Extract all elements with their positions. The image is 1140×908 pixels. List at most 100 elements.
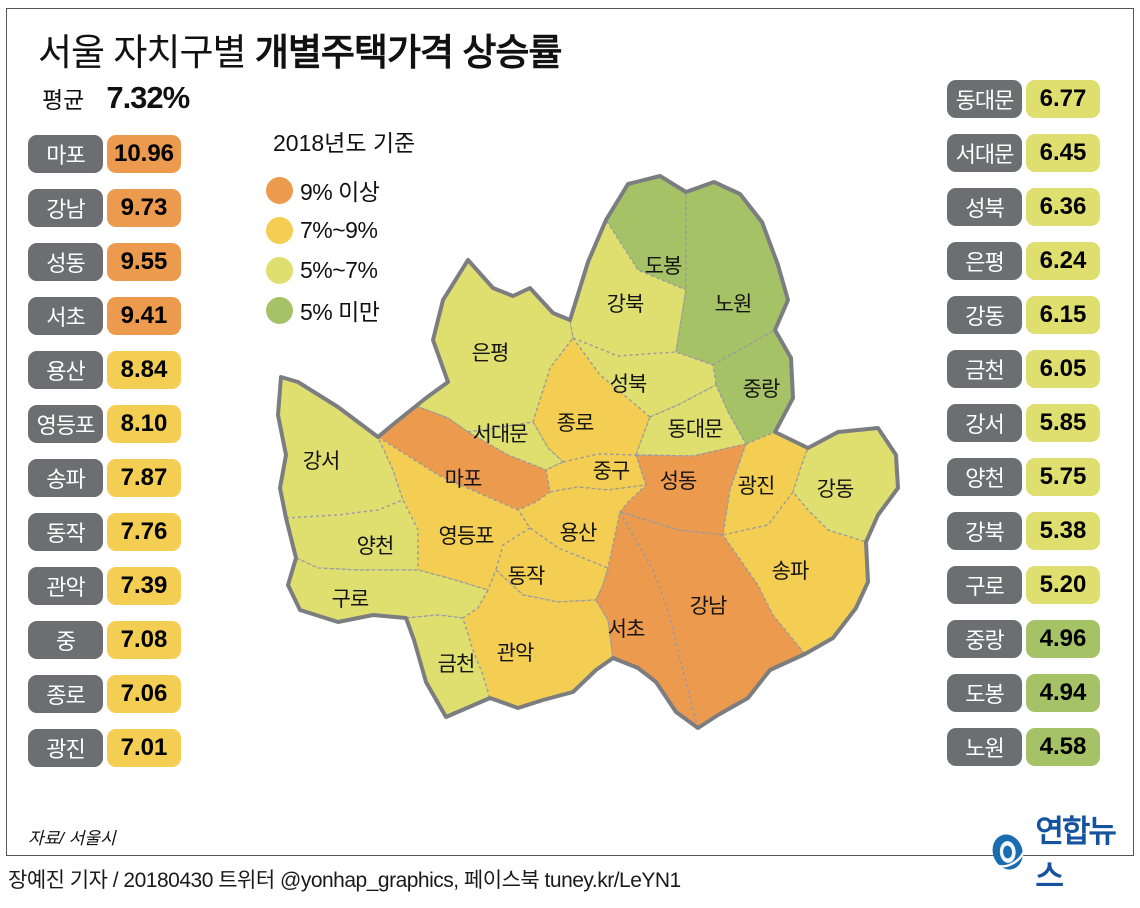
credit-line: 장예진 기자 / 20180430 트위터 @yonhap_graphics, … (8, 869, 681, 892)
district-row: 성북 6.36 (947, 188, 1100, 226)
map-district-label: 강동 (817, 478, 854, 501)
legend-item-label: 5% 미만 (300, 299, 380, 325)
district-row: 종로 7.06 (28, 675, 181, 713)
map-district-label: 송파 (772, 560, 809, 583)
district-value-badge: 7.06 (107, 675, 181, 713)
district-value-badge: 6.24 (1026, 242, 1100, 280)
district-value-badge: 7.39 (107, 567, 181, 605)
district-name-badge: 종로 (28, 675, 103, 713)
map-district-label: 강북 (607, 293, 644, 316)
district-value-badge: 9.55 (107, 243, 181, 281)
district-name-badge: 도봉 (947, 674, 1022, 712)
legend-item: 5% 미만 (266, 290, 415, 330)
map-district-label: 광진 (738, 475, 775, 498)
map-district-label: 구로 (332, 588, 369, 611)
map-district-label: 중구 (593, 460, 630, 483)
map-district-label: 용산 (560, 522, 597, 545)
district-row: 서초 9.41 (28, 297, 181, 335)
legend-item-label: 7%~9% (300, 216, 378, 243)
legend-item: 5%~7% (266, 250, 415, 290)
district-value-badge: 6.15 (1026, 296, 1100, 334)
district-value-badge: 5.75 (1026, 458, 1100, 496)
district-row: 도봉 4.94 (947, 674, 1100, 712)
district-value-badge: 7.87 (107, 459, 181, 497)
map-district (545, 453, 647, 493)
page-title-regular: 서울 자치구별 (38, 32, 255, 73)
district-row: 서대문 6.45 (947, 134, 1100, 172)
district-row: 마포 10.96 (28, 135, 181, 173)
map-district-label: 동대문 (668, 418, 724, 441)
district-name-badge: 강북 (947, 512, 1022, 550)
map-district-label: 성동 (660, 470, 697, 493)
legend-item: 9% 이상 (266, 170, 415, 210)
district-value-badge: 7.76 (107, 513, 181, 551)
district-name-badge: 동대문 (947, 80, 1022, 118)
district-row: 구로 5.20 (947, 566, 1100, 604)
yonhap-logo-icon (992, 834, 1026, 870)
map-district-label: 도봉 (645, 255, 682, 278)
district-row: 광진 7.01 (28, 729, 181, 767)
district-value-badge: 4.58 (1026, 728, 1100, 766)
district-name-badge: 강서 (947, 404, 1022, 442)
district-row: 중랑 4.96 (947, 620, 1100, 658)
legend-title: 2018년도 기준 (273, 130, 416, 156)
map-district-label: 양천 (357, 535, 394, 558)
map-district-label: 관악 (497, 642, 534, 665)
district-row: 용산 8.84 (28, 351, 181, 389)
map-district-label: 강남 (690, 595, 727, 618)
district-value-badge: 6.45 (1026, 134, 1100, 172)
district-value-badge: 5.85 (1026, 404, 1100, 442)
rank-list-left: 마포 10.96 강남 9.73 성동 9.55 서초 9.41 용산 8.84 영등포 8.10 송파… (28, 135, 181, 767)
source-note: 자료/ 서울시 (28, 829, 116, 848)
map-district-label: 은평 (472, 342, 509, 365)
district-row: 강북 5.38 (947, 512, 1100, 550)
district-row: 금천 6.05 (947, 350, 1100, 388)
district-row: 강남 9.73 (28, 189, 181, 227)
district-name-badge: 서대문 (947, 134, 1022, 172)
district-name-badge: 마포 (28, 135, 103, 173)
district-row: 강동 6.15 (947, 296, 1100, 334)
map-district-label: 중랑 (743, 378, 780, 401)
district-name-badge: 양천 (947, 458, 1022, 496)
district-value-badge: 9.41 (107, 297, 181, 335)
district-row: 은평 6.24 (947, 242, 1100, 280)
legend-color-dot (266, 176, 293, 204)
map-district-label: 동작 (508, 565, 545, 588)
yonhap-logo-text: 연합뉴스 (1035, 814, 1117, 894)
map-district (595, 511, 699, 729)
map-district-label: 종로 (557, 412, 594, 435)
map-district-label: 노원 (715, 293, 752, 316)
legend-item-label: 9% 이상 (300, 179, 380, 205)
district-row: 성동 9.55 (28, 243, 181, 281)
map-outer-boundary (276, 174, 900, 730)
district-name-badge: 광진 (28, 729, 103, 767)
map-district (285, 499, 419, 571)
district-value-badge: 5.20 (1026, 566, 1100, 604)
district-value-badge: 8.10 (107, 405, 181, 443)
district-name-badge: 중 (28, 621, 103, 659)
district-row: 양천 5.75 (947, 458, 1100, 496)
district-value-badge: 9.73 (107, 189, 181, 227)
district-value-badge: 7.01 (107, 729, 181, 767)
map-district-label: 성북 (610, 373, 647, 396)
average-label: 평균 (42, 87, 85, 113)
map-district (635, 384, 747, 457)
seoul-map: 은평 도봉 강북 노원 중랑 성북 종로 서대문 동대문 중구 마포 성동 광진 강동 용산 강서 양천 영등포 동… (274, 166, 922, 744)
district-row: 관악 7.39 (28, 567, 181, 605)
district-value-badge: 6.36 (1026, 188, 1100, 226)
map-district (532, 337, 651, 463)
legend-color-dot (266, 256, 293, 284)
district-name-badge: 중랑 (947, 620, 1022, 658)
district-row: 중 7.08 (28, 621, 181, 659)
legend-color-dot (266, 296, 293, 324)
district-value-badge: 8.84 (107, 351, 181, 389)
page-title: 서울 자치구별 개별주택가격 상승률 (38, 22, 562, 76)
district-name-badge: 서초 (28, 297, 103, 335)
district-value-badge: 6.05 (1026, 350, 1100, 388)
map-district (405, 614, 491, 718)
map-district (462, 569, 614, 709)
district-name-badge: 동작 (28, 513, 103, 551)
district-row: 영등포 8.10 (28, 405, 181, 443)
map-district-label: 마포 (445, 468, 482, 491)
